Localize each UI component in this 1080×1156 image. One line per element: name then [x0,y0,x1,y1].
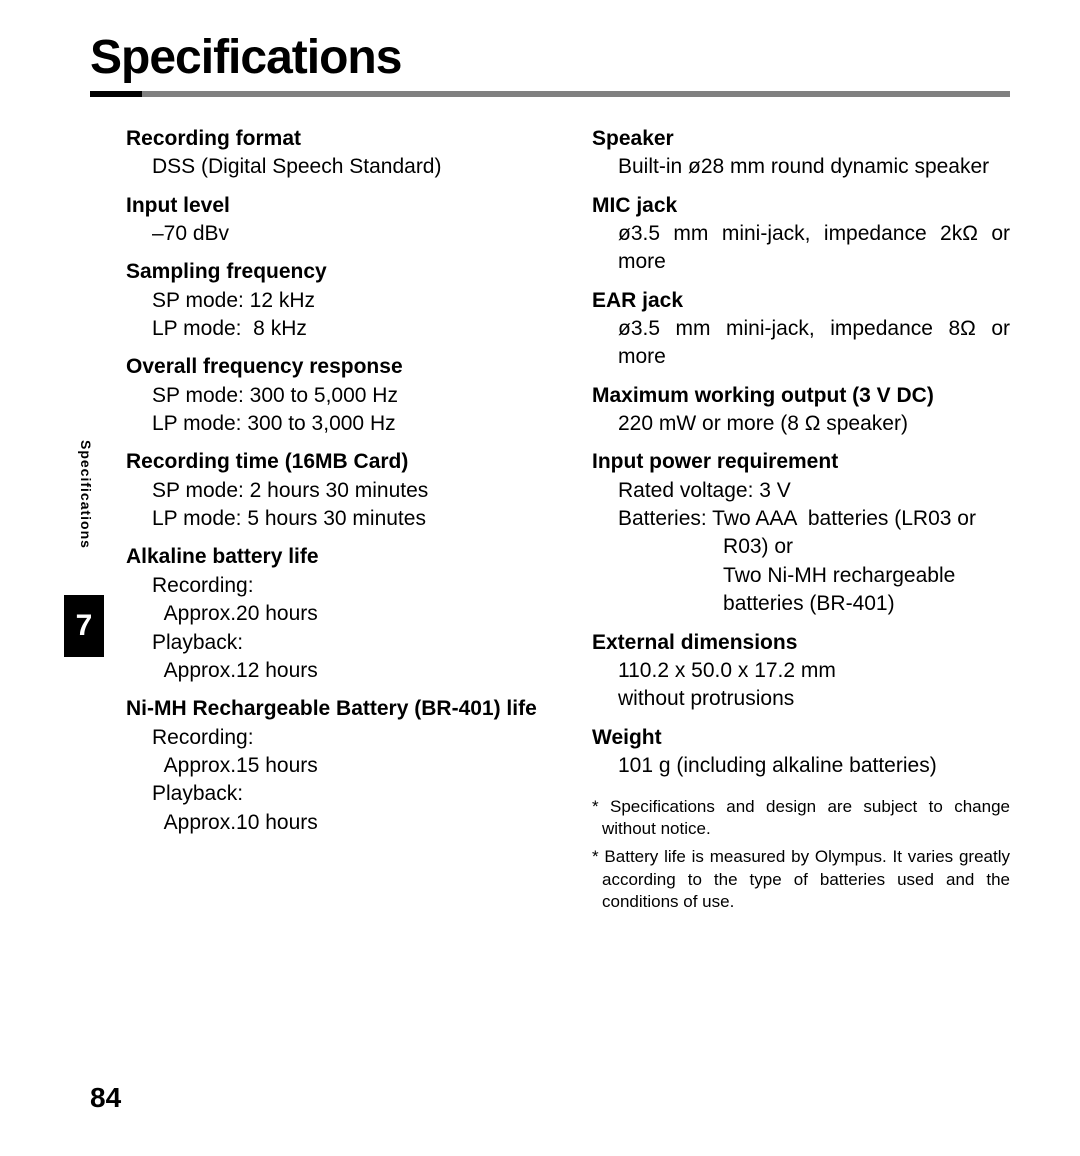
spec-columns: Recording formatDSS (Digital Speech Stan… [90,125,1010,919]
spec-item: Overall frequency responseSP mode: 300 t… [126,353,544,438]
spec-label: External dimensions [592,629,1010,657]
title-rule [90,91,1010,101]
spec-value: –70 dBv [126,220,544,248]
spec-item: Ni-MH Rechargeable Battery (BR-401) life… [126,695,544,837]
spec-column-left: Recording formatDSS (Digital Speech Stan… [126,125,544,919]
spec-label: Overall frequency response [126,353,544,381]
spec-label: Weight [592,724,1010,752]
spec-value: Rated voltage: 3 V Batteries: Two AAA ba… [592,477,1010,619]
spec-label: Sampling frequency [126,258,544,286]
spec-item: Recording time (16MB Card)SP mode: 2 hou… [126,448,544,533]
spec-item: Sampling frequencySP mode: 12 kHz LP mod… [126,258,544,343]
spec-item: Input level–70 dBv [126,192,544,249]
page: Specifications Recording formatDSS (Digi… [0,0,1080,1156]
spec-item: Alkaline battery lifeRecording: Approx.2… [126,543,544,685]
spec-label: Speaker [592,125,1010,153]
spec-label: Alkaline battery life [126,543,544,571]
spec-value: Recording: Approx.20 hours Playback: App… [126,572,544,685]
spec-value: 220 mW or more (8 Ω speaker) [592,410,1010,438]
spec-label: Recording format [126,125,544,153]
chapter-tab: 7 [64,595,104,657]
spec-value: 101 g (including alkaline batteries) [592,752,1010,780]
spec-label: MIC jack [592,192,1010,220]
notes: * Specifications and design are subject … [592,796,1010,912]
spec-label: Ni-MH Rechargeable Battery (BR-401) life [126,695,544,723]
spec-label: Recording time (16MB Card) [126,448,544,476]
spec-value: Built-in ø28 mm round dynamic speaker [592,153,1010,181]
spec-value: SP mode: 300 to 5,000 Hz LP mode: 300 to… [126,382,544,439]
note-item: * Battery life is measured by Olympus. I… [592,846,1010,912]
page-title: Specifications [90,30,1010,85]
spec-value: Recording: Approx.15 hours Playback: App… [126,724,544,837]
spec-value: SP mode: 2 hours 30 minutes LP mode: 5 h… [126,477,544,534]
spec-item: Weight101 g (including alkaline batterie… [592,724,1010,781]
page-number: 84 [90,1082,121,1114]
spec-item: SpeakerBuilt-in ø28 mm round dynamic spe… [592,125,1010,182]
side-tab: Specifications [78,440,94,549]
rule-dark [90,91,142,97]
note-item: * Specifications and design are subject … [592,796,1010,840]
spec-label: Input level [126,192,544,220]
spec-value: ø3.5 mm mini-jack, impedance 2kΩ or more [592,220,1010,277]
spec-label: EAR jack [592,287,1010,315]
spec-item: EAR jackø3.5 mm mini-jack, impedance 8Ω … [592,287,1010,372]
spec-column-right: SpeakerBuilt-in ø28 mm round dynamic spe… [592,125,1010,919]
spec-label: Maximum working output (3 V DC) [592,382,1010,410]
spec-item: External dimensions110.2 x 50.0 x 17.2 m… [592,629,1010,714]
side-label: Specifications [78,440,94,549]
spec-value: DSS (Digital Speech Standard) [126,153,544,181]
spec-item: Recording formatDSS (Digital Speech Stan… [126,125,544,182]
spec-item: Maximum working output (3 V DC)220 mW or… [592,382,1010,439]
spec-label: Input power requirement [592,448,1010,476]
spec-item: Input power requirementRated voltage: 3 … [592,448,1010,618]
rule-gray [90,91,1010,97]
spec-item: MIC jackø3.5 mm mini-jack, impedance 2kΩ… [592,192,1010,277]
spec-value: SP mode: 12 kHz LP mode: 8 kHz [126,287,544,344]
spec-value: 110.2 x 50.0 x 17.2 mm without protrusio… [592,657,1010,714]
spec-value: ø3.5 mm mini-jack, impedance 8Ω or more [592,315,1010,372]
